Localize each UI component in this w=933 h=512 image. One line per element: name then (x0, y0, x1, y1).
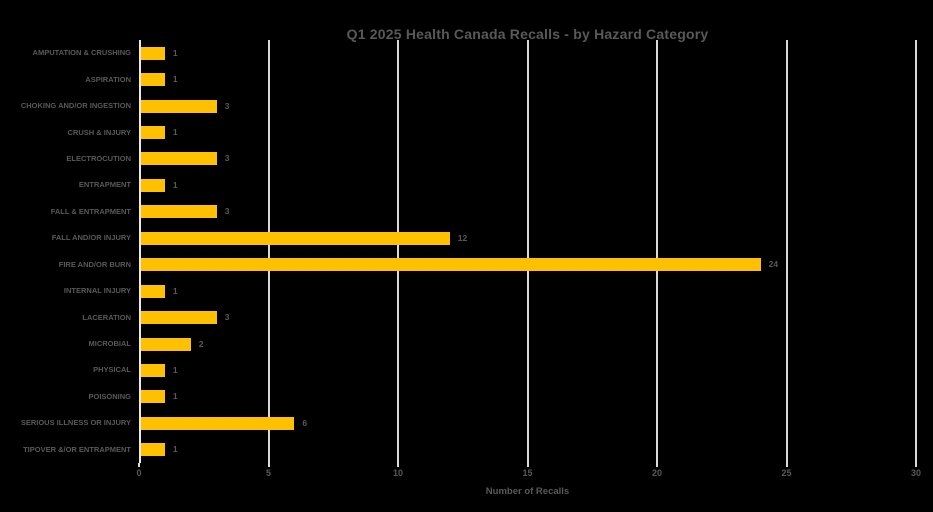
y-axis-category-labels: AMPUTATION & CRUSHING ASPIRATION CHOKING A… (0, 40, 131, 463)
data-label: 1 (172, 285, 178, 296)
category-label: MICROBIAL (88, 339, 132, 349)
chart-title: Q1 2025 Health Canada Recalls - by Hazar… (346, 26, 709, 42)
bar-1 (141, 73, 165, 87)
bar-10 (141, 311, 217, 325)
x-tick-mark (267, 463, 270, 467)
gridline (526, 40, 529, 463)
x-tick-mark (915, 463, 917, 467)
data-label: 12 (457, 232, 468, 243)
data-label: 3 (224, 100, 230, 111)
category-label: ASPIRATION (85, 74, 131, 84)
bar-5 (141, 178, 165, 192)
bar-15 (141, 443, 165, 457)
gridline (785, 40, 788, 463)
x-tick-mark (785, 463, 788, 467)
bar-14 (141, 416, 295, 430)
category-label: AMPUTATION & CRUSHING (32, 48, 131, 58)
bar-9 (141, 284, 165, 298)
x-tick-label: 5 (265, 468, 272, 478)
data-label: 1 (172, 74, 178, 85)
bar-6 (141, 205, 217, 219)
category-label: POISONING (88, 391, 131, 401)
data-label: 6 (302, 417, 308, 428)
plot-area: 1 1 3 1 3 1 3 12 24 1 3 2 1 1 6 1 (139, 40, 917, 463)
y-axis-line (139, 40, 141, 463)
category-label: LACERATION (82, 312, 131, 322)
bar-0 (141, 46, 165, 60)
category-label: ELECTROCUTION (66, 153, 131, 163)
category-label: FIRE AND/OR BURN (58, 259, 131, 269)
bar-3 (141, 126, 165, 140)
category-label: CRUSH & INJURY (67, 127, 131, 137)
data-label: 1 (172, 47, 178, 58)
bar-4 (141, 152, 217, 166)
x-tick-label: 20 (651, 468, 663, 478)
data-label: 1 (172, 127, 178, 138)
gridline (656, 40, 658, 463)
x-tick-label: 15 (522, 468, 533, 478)
data-label: 1 (172, 444, 178, 455)
category-label: ENTRAPMENT (78, 180, 131, 190)
category-label: SERIOUS ILLNESS OR INJURY (20, 418, 131, 428)
category-label: TIPOVER &/OR ENTRAPMENT (23, 444, 131, 454)
bar-7 (141, 231, 450, 245)
x-tick-label: 10 (392, 468, 404, 478)
x-tick-mark (138, 463, 140, 467)
gridline (397, 40, 399, 463)
x-tick-label: 0 (136, 468, 142, 478)
data-label: 3 (224, 206, 230, 217)
data-label: 1 (172, 179, 178, 190)
category-label: FALL & ENTRAPMENT (50, 206, 131, 216)
data-label: 3 (224, 153, 230, 164)
category-label: CHOKING AND/OR INGESTION (20, 101, 131, 111)
x-tick-label: 30 (910, 468, 922, 478)
x-axis-title: Number of Recalls (485, 486, 570, 497)
gridline (915, 40, 917, 463)
bar-2 (141, 99, 217, 113)
x-tick-mark (656, 463, 658, 467)
x-tick-label: 25 (781, 468, 792, 478)
category-label: INTERNAL INJURY (63, 286, 131, 296)
gridline (267, 40, 270, 463)
data-label: 1 (172, 391, 178, 402)
data-label: 2 (198, 338, 204, 349)
data-label: 24 (768, 259, 779, 270)
x-tick-mark (397, 463, 399, 467)
category-label: FALL AND/OR INJURY (51, 233, 131, 243)
x-tick-mark (526, 463, 529, 467)
data-label: 1 (172, 364, 178, 375)
bar-11 (141, 337, 191, 351)
bar-13 (141, 390, 165, 404)
data-label: 3 (224, 312, 230, 323)
bar-8 (141, 258, 761, 272)
category-label: PHYSICAL (93, 365, 131, 375)
bar-12 (141, 363, 165, 377)
